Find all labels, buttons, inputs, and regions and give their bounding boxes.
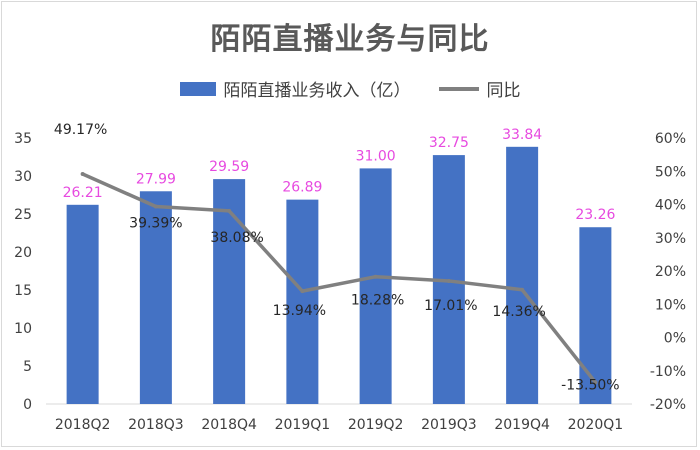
y-left-tick-label: 25 xyxy=(14,207,32,223)
yoy-data-label: 18.28% xyxy=(351,293,404,309)
bar-data-label: 26.21 xyxy=(63,185,103,201)
y-right-tick-label: -20% xyxy=(650,397,686,413)
x-tick-label: 2018Q4 xyxy=(201,417,257,433)
x-tick-label: 2019Q2 xyxy=(348,417,404,433)
y-left-tick-label: 5 xyxy=(23,359,32,375)
yoy-point xyxy=(300,289,305,294)
x-tick-label: 2019Q1 xyxy=(275,417,331,433)
bar-data-label: 23.26 xyxy=(575,207,615,223)
bar xyxy=(579,227,612,404)
y-left-tick-label: 10 xyxy=(14,321,32,337)
yoy-point xyxy=(446,278,451,283)
y-right-tick-label: 40% xyxy=(655,198,686,214)
bar-data-label: 29.59 xyxy=(209,159,249,175)
x-tick-label: 2019Q4 xyxy=(494,417,550,433)
y-right-tick-label: 10% xyxy=(655,297,686,313)
x-tick-label: 2018Q2 xyxy=(55,417,111,433)
yoy-data-label: -13.50% xyxy=(561,377,619,393)
legend-swatch-line xyxy=(438,86,479,91)
legend-item-yoy: 同比 xyxy=(438,76,521,101)
yoy-data-label: 13.94% xyxy=(273,303,326,319)
y-left-tick-label: 20 xyxy=(14,245,32,261)
y-left-tick-label: 0 xyxy=(23,397,32,413)
legend-item-revenue: 陌陌直播业务收入（亿） xyxy=(179,76,411,101)
bar xyxy=(213,179,246,404)
yoy-data-label: 49.17% xyxy=(54,122,107,138)
legend-label-yoy: 同比 xyxy=(486,81,521,101)
y-right-tick-label: -10% xyxy=(650,364,686,380)
yoy-data-label: 14.36% xyxy=(492,304,545,320)
bar-data-label: 31.00 xyxy=(356,148,396,164)
y-right-tick-label: 60% xyxy=(655,131,686,147)
yoy-point xyxy=(373,274,378,279)
yoy-data-label: 17.01% xyxy=(424,298,477,314)
x-tick-label: 2018Q3 xyxy=(128,417,184,433)
legend: 陌陌直播业务收入（亿） 同比 xyxy=(0,76,700,101)
yoy-point xyxy=(80,172,85,177)
y-right-tick-label: 0% xyxy=(664,331,686,347)
legend-label-revenue: 陌陌直播业务收入（亿） xyxy=(223,81,411,101)
yoy-point xyxy=(227,208,232,213)
yoy-line xyxy=(81,172,597,384)
x-tick-label: 2019Q3 xyxy=(421,417,477,433)
chart-title: 陌陌直播业务与同比 xyxy=(210,22,490,57)
bar xyxy=(286,199,319,404)
yoy-data-label: 38.08% xyxy=(210,230,263,246)
bar xyxy=(66,204,99,404)
y-left-tick-label: 30 xyxy=(14,169,32,185)
legend-swatch-bar xyxy=(179,81,216,96)
yoy-point xyxy=(593,380,598,385)
yoy-point xyxy=(153,204,158,209)
bar xyxy=(359,168,392,404)
y-left-tick-label: 15 xyxy=(14,283,32,299)
yoy-point xyxy=(520,287,525,292)
y-right-tick-label: 30% xyxy=(655,231,686,247)
bar xyxy=(139,191,172,404)
y-right-tick-label: 20% xyxy=(655,264,686,280)
bar-data-label: 27.99 xyxy=(136,171,176,187)
y-left-tick-label: 35 xyxy=(14,131,32,147)
x-tick-label: 2020Q1 xyxy=(568,417,624,433)
y-right-tick-label: 50% xyxy=(655,164,686,180)
bar-data-label: 32.75 xyxy=(429,135,469,151)
bar-data-label: 33.84 xyxy=(502,127,542,143)
bar xyxy=(506,146,539,405)
bar-data-label: 26.89 xyxy=(282,180,322,196)
yoy-data-label: 39.39% xyxy=(129,216,182,232)
